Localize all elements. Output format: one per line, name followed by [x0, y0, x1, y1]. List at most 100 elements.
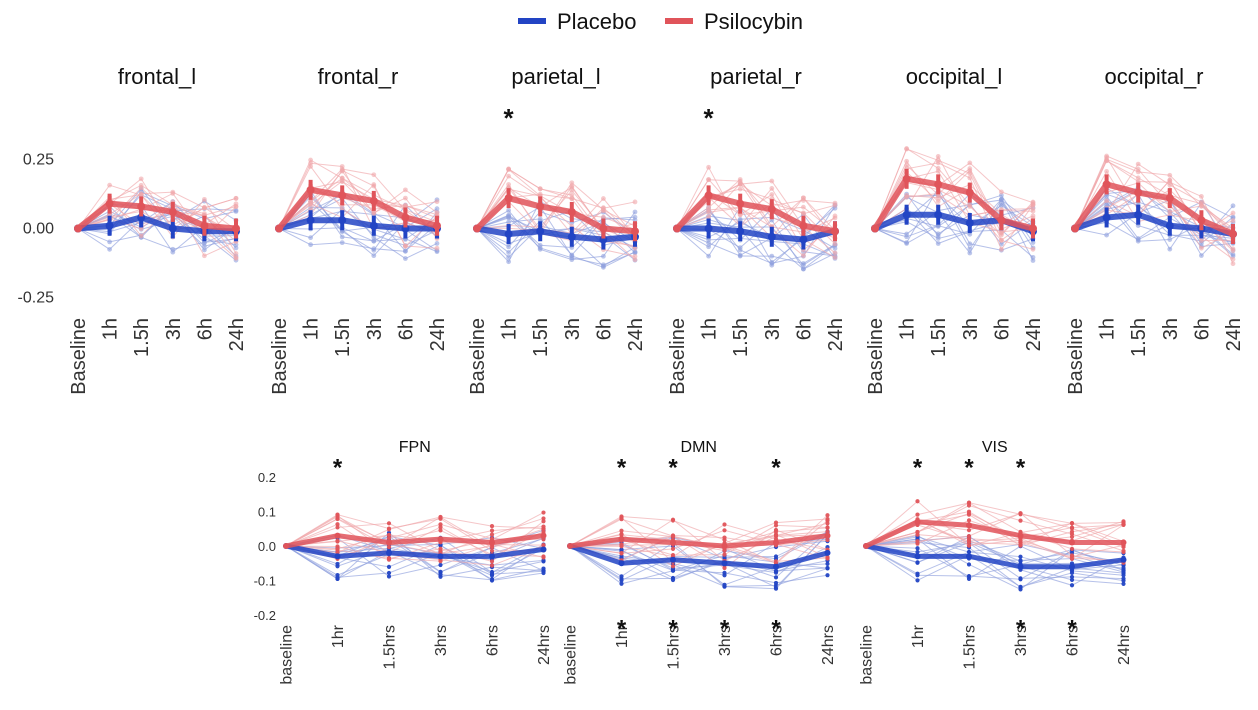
significance-star: *: [1067, 615, 1077, 642]
x-tick-label: 1.5hrs: [666, 625, 683, 669]
subject-point: [832, 255, 838, 260]
x-tick-label: Baseline: [68, 318, 90, 395]
subject-trace: [865, 500, 1124, 547]
subject-trace: [569, 517, 828, 563]
subject-trace: [676, 207, 836, 233]
subject-point: [935, 168, 941, 174]
x-tick-label: 1.5h: [1128, 318, 1150, 357]
subject-point: [935, 154, 941, 159]
panel-title: occipital_r: [1104, 64, 1203, 89]
x-tick-label: 1h: [1097, 318, 1119, 340]
subject-trace: [874, 164, 1034, 229]
legend: Placebo Psilocybin: [518, 9, 803, 34]
subject-trace: [77, 194, 237, 244]
mean-point: [1134, 188, 1143, 197]
subject-point: [966, 518, 972, 523]
subject-point: [335, 575, 340, 580]
subject-point: [107, 239, 112, 245]
subject-point: [904, 158, 909, 164]
subject-point: [438, 562, 443, 568]
x-tick-label: 6h: [395, 318, 417, 340]
subject-point: [601, 214, 606, 220]
mean-point: [1071, 224, 1079, 233]
subject-point: [1104, 198, 1109, 204]
subject-trace: [676, 166, 836, 245]
subject-trace: [865, 502, 1124, 553]
significance-star: *: [668, 454, 678, 481]
subject-point: [371, 238, 377, 244]
subject-point: [339, 240, 345, 246]
subject-point: [619, 528, 624, 533]
subject-point: [138, 185, 144, 191]
mean-point: [704, 191, 713, 200]
subject-point: [619, 578, 624, 583]
subject-point: [506, 182, 511, 187]
subject-point: [1230, 210, 1236, 216]
subject-trace: [476, 188, 636, 241]
mean-point: [914, 518, 921, 525]
x-tick-label: 24hrs: [820, 625, 837, 665]
subject-point: [403, 195, 408, 201]
subject-point: [1121, 568, 1126, 573]
subject-point: [371, 253, 377, 259]
mean-line-psilocybin: [674, 192, 836, 235]
mean-point: [965, 218, 974, 227]
subject-point: [339, 175, 345, 181]
mean-point: [306, 216, 315, 225]
subject-point: [1199, 238, 1204, 244]
subject-point: [825, 565, 830, 571]
mean-line-placebo: [476, 225, 636, 243]
mean-point: [721, 543, 728, 549]
y-tick-label: 0.2: [258, 470, 276, 485]
subject-point: [506, 208, 511, 213]
mean-point: [1120, 556, 1127, 563]
subject-point: [722, 582, 727, 587]
subject-point: [1199, 194, 1204, 199]
mean-point: [997, 216, 1006, 225]
x-tick-label: 1.5h: [928, 318, 950, 357]
subject-point: [371, 247, 377, 253]
subject-trace: [77, 191, 237, 229]
mean-point: [536, 202, 545, 211]
subject-point: [1069, 577, 1075, 582]
subject-point: [825, 537, 830, 543]
subject-point: [489, 528, 495, 533]
y-tick-label: 0.0: [258, 539, 276, 554]
subject-point: [619, 516, 624, 522]
subject-point: [339, 179, 345, 184]
subject-point: [999, 189, 1004, 195]
subject-point: [670, 577, 676, 583]
subject-trace: [874, 193, 1034, 238]
subject-point: [967, 231, 973, 237]
subject-point: [619, 581, 624, 586]
subject-trace: [865, 504, 1124, 552]
subject-trace: [278, 177, 438, 229]
y-tick-label: 0.00: [23, 221, 54, 238]
mean-point: [489, 553, 495, 560]
subject-point: [371, 172, 377, 178]
mean-point: [489, 539, 495, 546]
subject-point: [825, 561, 830, 566]
x-tick-label: 1.5hrs: [962, 625, 979, 669]
subject-trace: [865, 534, 1124, 591]
subject-trace: [278, 159, 438, 229]
subject-point: [489, 578, 495, 583]
subject-point: [619, 574, 624, 579]
subject-point: [1030, 254, 1036, 260]
subject-point: [801, 204, 806, 210]
subject-point: [386, 532, 392, 538]
subject-trace: [1074, 186, 1234, 239]
subject-point: [202, 205, 207, 211]
subject-point: [825, 525, 830, 530]
y-tick-label: 0.1: [258, 505, 276, 520]
x-tick-label: 3hrs: [433, 625, 450, 656]
subject-point: [308, 157, 313, 163]
subject-point: [801, 195, 806, 201]
subject-point: [966, 533, 972, 539]
x-tick-label: 3h: [1160, 318, 1182, 340]
subject-point: [202, 247, 207, 253]
subject-point: [339, 164, 345, 169]
subject-point: [601, 196, 606, 201]
subject-point: [825, 516, 830, 522]
subject-point: [541, 524, 546, 529]
